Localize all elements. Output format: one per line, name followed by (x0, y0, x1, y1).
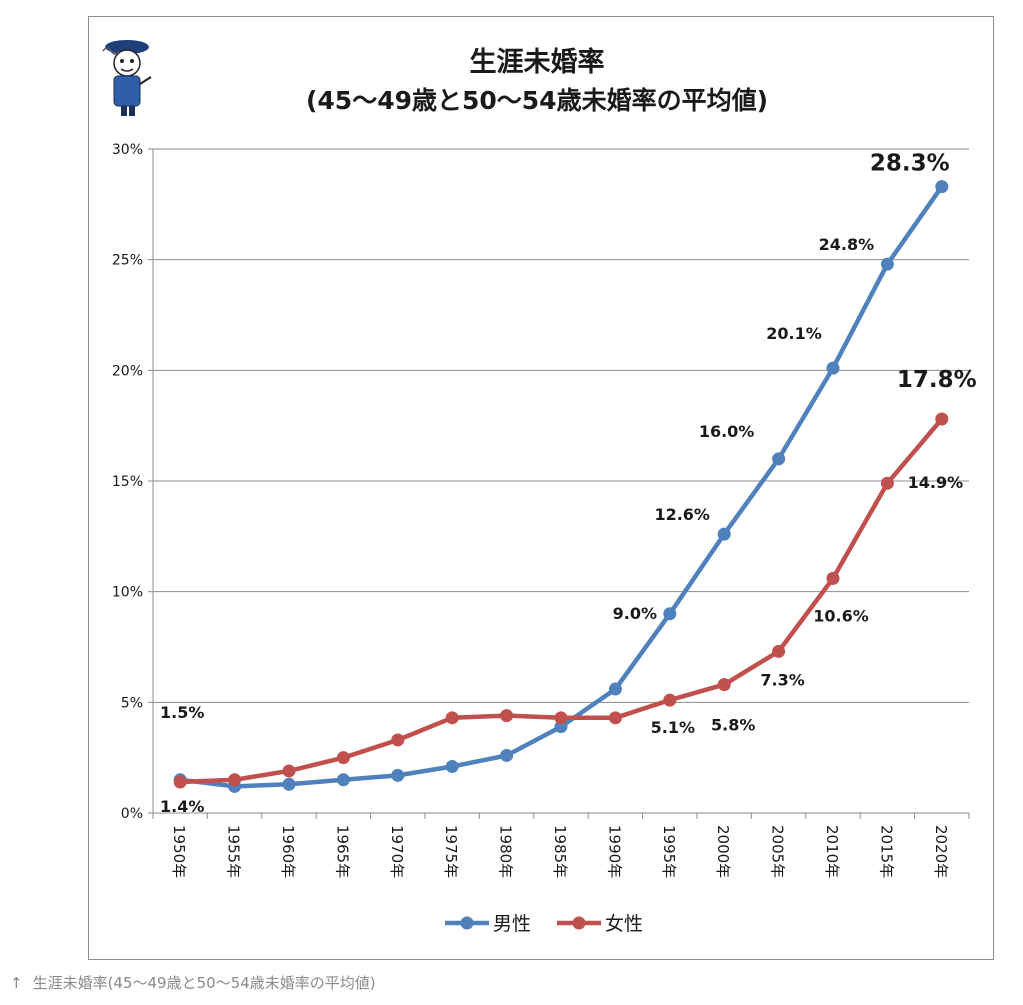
data-point-female (282, 764, 296, 778)
y-tick-label: 25% (112, 253, 143, 269)
data-point-female (880, 476, 894, 490)
figure-caption: ↑ 生涯未婚率(45〜49歳と50〜54歳未婚率の平均値) (10, 972, 376, 993)
chart-subtitle: (45〜49歳と50〜54歳未婚率の平均値) (306, 86, 768, 115)
data-point-female (336, 751, 350, 765)
y-tick-label: 15% (112, 474, 143, 490)
data-label-female: 5.1% (651, 718, 695, 737)
data-point-male (772, 452, 786, 466)
data-label-layer: 1.5% 9.0% 12.6% 16.0% 20.1% 24.8% 28.3% 1.4% 5.1… (160, 151, 977, 816)
x-tick-label: 1980年 (497, 825, 515, 878)
data-point-female (228, 773, 242, 787)
data-label-female: 14.9% (908, 473, 964, 492)
mascot-icon (102, 40, 152, 116)
series-layer (173, 180, 949, 793)
grid-layer (153, 148, 969, 703)
data-label-male: 1.5% (160, 703, 204, 722)
x-tick-label: 1965年 (333, 825, 351, 878)
data-label-male: 24.8% (819, 235, 875, 254)
data-point-male (935, 180, 949, 194)
axis-layer: 0% 5% 10% 15% 20% 25% 30% 1950年 1955年 1960年 1965年 1… (112, 142, 970, 878)
x-tick-label: 2000年 (714, 825, 732, 878)
caption-text: 生涯未婚率(45〜49歳と50〜54歳未婚率の平均値) (32, 974, 376, 992)
y-tick-label: 0% (121, 806, 143, 822)
x-tick-label: 2020年 (932, 825, 950, 878)
x-tick-label: 1995年 (660, 825, 678, 878)
caption-arrow-icon: ↑ (10, 974, 23, 992)
legend-label-male: 男性 (493, 913, 531, 935)
data-point-male (391, 768, 405, 782)
data-point-female (173, 775, 187, 789)
data-label-female: 7.3% (760, 670, 804, 689)
y-tick-label: 20% (112, 363, 143, 379)
x-tick-label: 1960年 (279, 825, 297, 878)
data-point-female (554, 711, 568, 725)
data-point-female (500, 709, 514, 723)
data-point-female (445, 711, 459, 725)
legend-label-female: 女性 (605, 913, 643, 935)
data-point-male (282, 777, 296, 791)
data-point-female (608, 711, 622, 725)
y-tick-label: 30% (112, 142, 143, 158)
data-point-male (608, 682, 622, 696)
x-tick-label: 2015年 (877, 825, 895, 878)
data-point-male (717, 527, 731, 541)
data-label-male: 16.0% (699, 422, 755, 441)
chart-title: 生涯未婚率 (470, 46, 605, 78)
data-point-female (826, 571, 840, 585)
y-tick-label: 10% (112, 585, 143, 601)
x-tick-label: 1970年 (388, 825, 406, 878)
data-label-female: 1.4% (160, 797, 204, 816)
data-point-male (826, 361, 840, 375)
data-label-male: 9.0% (613, 604, 657, 623)
x-tick-label: 1975年 (442, 825, 460, 878)
x-tick-label: 1985年 (551, 825, 569, 878)
chart-svg: 生涯未婚率 (45〜49歳と50〜54歳未婚率の平均値) 0% 5% 10% 15% 2… (102, 40, 977, 935)
x-tick-label: 1950年 (170, 825, 188, 878)
data-point-female (717, 678, 731, 692)
data-label-female: 10.6% (813, 606, 869, 625)
legend-marker-female (572, 916, 586, 930)
series-line-male (177, 184, 945, 789)
data-point-male (500, 748, 514, 762)
data-point-female (391, 733, 405, 747)
chart-frame: 生涯未婚率 (45〜49歳と50〜54歳未婚率の平均値) 0% 5% 10% 15% 2… (88, 16, 994, 960)
data-label-male: 12.6% (654, 505, 710, 524)
data-label-female: 5.8% (711, 716, 755, 735)
data-point-male (445, 760, 459, 774)
data-label-male: 20.1% (766, 324, 822, 343)
data-point-male (663, 607, 677, 621)
data-point-female (772, 644, 786, 658)
data-point-female (935, 412, 949, 426)
legend-marker-male (460, 916, 474, 930)
legend: 男性 女性 (445, 913, 643, 935)
data-label-male: 28.3% (870, 151, 950, 177)
data-label-female: 17.8% (897, 367, 977, 393)
data-point-male (336, 773, 350, 787)
x-tick-label: 2010年 (823, 825, 841, 878)
data-point-male (880, 257, 894, 271)
y-tick-label: 5% (121, 695, 143, 711)
x-tick-label: 1955年 (225, 825, 243, 878)
x-tick-label: 2005年 (769, 825, 787, 878)
x-tick-label: 1990年 (605, 825, 623, 878)
data-point-female (663, 693, 677, 707)
